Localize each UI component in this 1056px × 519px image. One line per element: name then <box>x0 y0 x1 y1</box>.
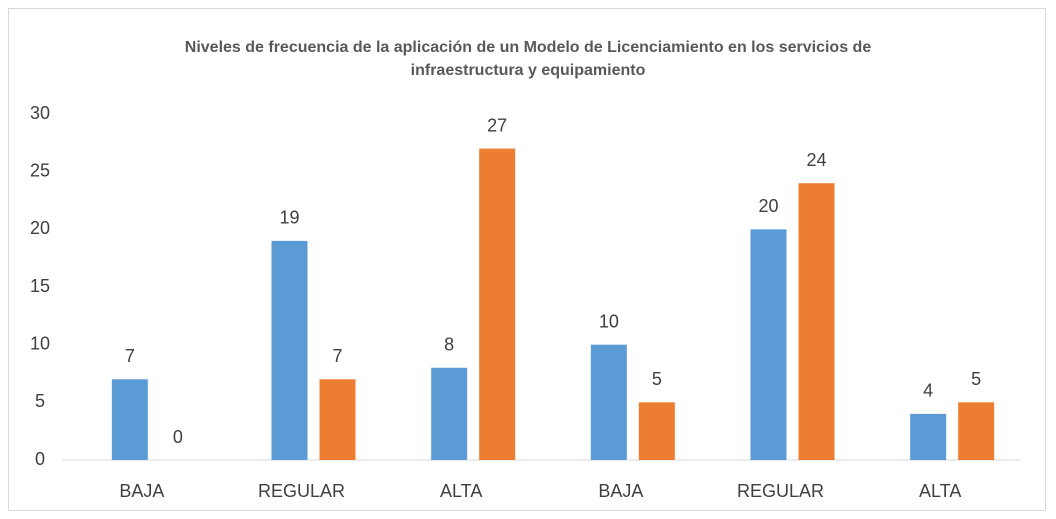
y-tick-label: 10 <box>30 333 50 353</box>
y-tick-label: 30 <box>30 103 50 123</box>
data-label: 24 <box>806 150 826 170</box>
y-tick-label: 20 <box>30 218 50 238</box>
chart-frame <box>8 8 1046 511</box>
data-label: 8 <box>444 334 454 354</box>
data-label: 0 <box>173 427 183 447</box>
x-tick-label: REGULAR <box>258 481 345 501</box>
data-label: 7 <box>332 346 342 366</box>
data-label: 27 <box>487 115 507 135</box>
bar <box>431 367 468 460</box>
y-tick-label: 15 <box>30 276 50 296</box>
x-tick-label: REGULAR <box>737 481 824 501</box>
x-tick-label: BAJA <box>119 481 164 501</box>
data-label: 4 <box>923 381 933 401</box>
bar <box>271 240 308 460</box>
x-tick-label: ALTA <box>919 481 961 501</box>
bar <box>111 379 148 460</box>
y-tick-label: 5 <box>35 391 45 411</box>
bar <box>319 379 356 460</box>
data-label: 7 <box>125 346 135 366</box>
y-tick-label: 0 <box>35 449 45 469</box>
data-label: 20 <box>758 196 778 216</box>
y-tick-label: 25 <box>30 160 50 180</box>
bar <box>958 402 995 460</box>
chart-title: Niveles de frecuencia de la aplicación d… <box>184 39 872 79</box>
x-tick-label: ALTA <box>440 481 482 501</box>
bar <box>798 183 835 460</box>
data-label: 5 <box>652 369 662 389</box>
bar <box>638 402 675 460</box>
data-label: 10 <box>599 311 619 331</box>
bar <box>479 148 516 460</box>
data-label: 5 <box>971 369 981 389</box>
x-tick-label: BAJA <box>598 481 643 501</box>
data-label: 19 <box>279 208 299 228</box>
bar <box>910 413 947 460</box>
bar <box>750 229 787 460</box>
bar <box>590 344 627 460</box>
